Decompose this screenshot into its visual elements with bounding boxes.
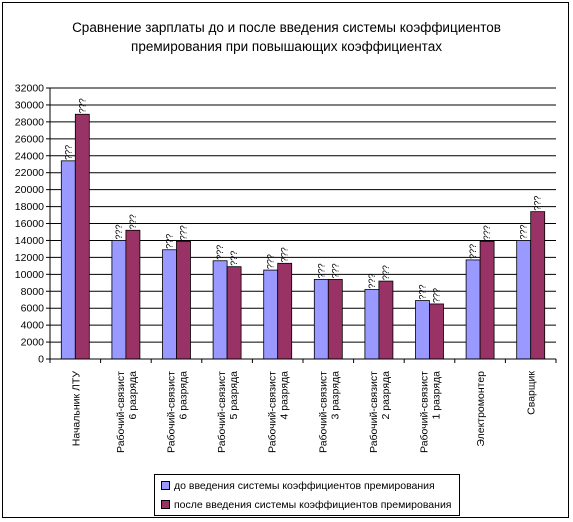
bar-before-6: [364, 289, 380, 360]
y-tick-label-0: 0: [38, 354, 44, 366]
y-tick-label-7: 14000: [15, 235, 44, 247]
bar-after-3: [226, 266, 242, 360]
bar-before-3: [212, 260, 228, 360]
data-label-after-0: ???: [77, 98, 87, 113]
data-label-before-8: ???: [468, 244, 478, 259]
bar-before-7: [415, 300, 430, 360]
category-label-7-1: 1 разряда: [431, 371, 443, 420]
bar-after-9: [530, 211, 546, 360]
data-label-after-9: ???: [533, 196, 543, 211]
y-tick-label-4: 8000: [21, 286, 45, 298]
bar-after-6: [378, 280, 394, 360]
bar-after-0: [74, 113, 90, 360]
category-label-2-1: 6 разряда: [178, 371, 190, 420]
y-tick-label-15: 30000: [15, 99, 44, 111]
y-tick-label-6: 12000: [15, 252, 44, 264]
category-label-1-0: Рабочий-связист: [115, 371, 127, 453]
data-label-before-2: ???: [165, 234, 175, 249]
category-label-6-1: 2 разряда: [380, 371, 392, 420]
category-label-3-1: 5 разряда: [228, 371, 240, 420]
category-label-3-0: Рабочий-связист: [216, 371, 228, 453]
y-tick-label-9: 18000: [15, 201, 44, 213]
category-label-8-0: Электромонтер: [475, 371, 487, 447]
data-label-after-8: ???: [482, 225, 492, 240]
category-label-5-0: Рабочий-связист: [317, 371, 329, 453]
y-tick-label-1: 2000: [21, 337, 45, 349]
chart-title-line-1: Сравнение зарплаты до и после введения с…: [72, 20, 501, 35]
chart-title: Сравнение зарплаты до и после введения с…: [0, 18, 573, 56]
data-label-before-4: ???: [266, 254, 276, 269]
bar-after-5: [327, 278, 343, 360]
legend-label-before: до введения системы коэффициентов премир…: [174, 480, 435, 492]
legend-swatch-after: [161, 499, 170, 509]
data-label-before-1: ???: [114, 224, 124, 239]
category-label-1-1: 6 разряда: [127, 371, 139, 420]
y-tick-label-13: 26000: [15, 133, 44, 145]
bar-after-7: [429, 303, 444, 360]
category-label-7-0: Рабочий-связист: [419, 371, 431, 453]
chart-title-line-2: премирования при повышающих коэффициента…: [131, 39, 442, 54]
y-tick-label-10: 20000: [15, 184, 44, 196]
category-label-5-1: 3 разряда: [329, 371, 341, 420]
y-tick-label-14: 28000: [15, 116, 44, 128]
data-label-before-0: ???: [63, 145, 73, 160]
y-tick-label-16: 32000: [15, 83, 44, 95]
legend-label-after: после введения системы коэффициентов пре…: [174, 499, 452, 511]
y-tick-label-3: 6000: [21, 303, 45, 315]
bar-after-1: [125, 229, 141, 360]
y-tick-label-12: 24000: [15, 150, 44, 162]
y-tick-label-2: 4000: [21, 320, 45, 332]
data-label-after-4: ???: [280, 247, 290, 262]
category-label-0-0: Начальник ЛТУ: [70, 371, 82, 447]
category-label-4-1: 4 разряда: [279, 371, 291, 420]
category-label-6-0: Рабочий-связист: [368, 371, 380, 453]
bar-after-4: [277, 262, 293, 360]
data-label-after-3: ???: [229, 251, 239, 266]
data-label-after-7: ???: [432, 288, 442, 303]
data-label-before-5: ???: [316, 263, 326, 278]
data-label-after-2: ???: [179, 225, 189, 240]
bar-before-5: [313, 278, 329, 360]
bar-after-2: [176, 240, 191, 360]
bar-after-8: [479, 240, 495, 360]
bar-before-0: [60, 160, 76, 360]
bar-before-2: [162, 249, 177, 360]
y-tick-label-5: 10000: [15, 269, 44, 281]
data-label-before-3: ???: [215, 245, 225, 260]
data-label-after-5: ???: [330, 263, 340, 278]
data-label-before-6: ???: [367, 274, 377, 289]
y-tick-label-11: 22000: [15, 167, 44, 179]
y-tick-label-8: 16000: [15, 218, 44, 230]
bar-before-4: [263, 269, 279, 360]
legend-entry-before: до введения системы коэффициентов премир…: [161, 479, 435, 493]
category-label-9-0: Сварщик: [526, 371, 538, 415]
data-label-before-9: ???: [519, 224, 529, 239]
bar-before-9: [516, 240, 532, 360]
category-label-4-0: Рабочий-связист: [267, 371, 279, 453]
legend-entry-after: после введения системы коэффициентов пре…: [161, 498, 452, 512]
data-label-after-1: ???: [128, 214, 138, 229]
category-label-2-0: Рабочий-связист: [166, 371, 178, 453]
bar-before-8: [465, 259, 481, 360]
legend-swatch-before: [161, 480, 170, 490]
bar-before-1: [111, 240, 127, 360]
data-label-after-6: ???: [381, 265, 391, 280]
legend: до введения системы коэффициентов премир…: [154, 474, 460, 516]
data-label-before-7: ???: [418, 285, 428, 300]
